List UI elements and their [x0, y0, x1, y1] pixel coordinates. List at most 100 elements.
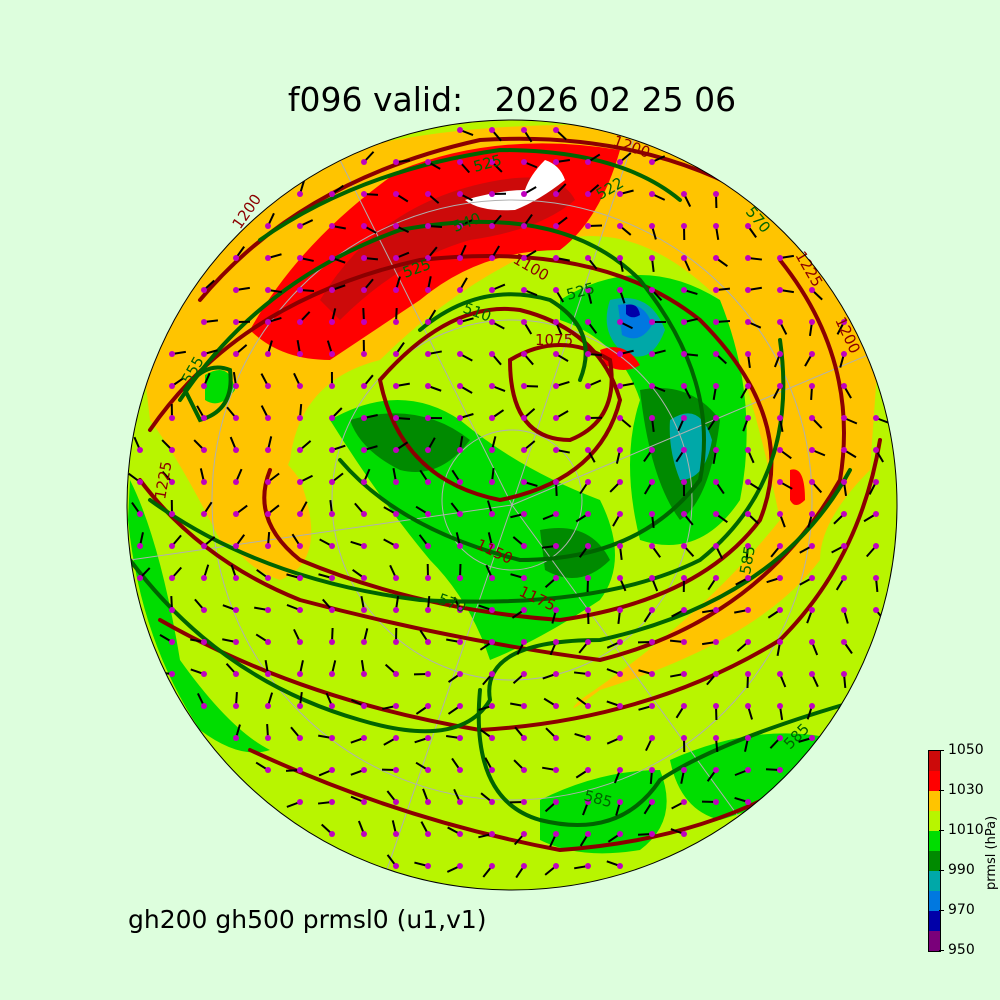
colorbar-segment: [929, 831, 940, 851]
wind-barb-dot: [297, 511, 303, 517]
wind-barb-dot: [393, 671, 399, 677]
wind-barb-dot: [617, 159, 623, 165]
wind-barb-dot: [233, 511, 239, 517]
wind-barb-dot: [521, 767, 527, 773]
wind-barb-dot: [585, 319, 591, 325]
colorbar-segment: [929, 911, 940, 931]
wind-barb-dot: [777, 319, 783, 325]
wind-barb-dot: [617, 479, 623, 485]
wind-barb-dot: [521, 831, 527, 837]
fill-darkgreen: [350, 388, 720, 578]
wind-barb-dot: [489, 607, 495, 613]
colorbar-segment: [929, 751, 940, 771]
wind-barb-dot: [489, 383, 495, 389]
wind-barb-dot: [713, 607, 719, 613]
colorbar-segment: [929, 851, 940, 871]
wind-barb-dot: [649, 575, 655, 581]
wind-barb-dot: [809, 415, 815, 421]
wind-barb-dot: [265, 671, 271, 677]
wind-barb-dot: [617, 607, 623, 613]
wind-barb-dot: [425, 319, 431, 325]
wind-barb-dot: [489, 127, 495, 133]
wind-barb-dot: [297, 479, 303, 485]
wind-barb-dot: [233, 287, 239, 293]
wind-barb-dot: [745, 319, 751, 325]
gh200-contours: [138, 136, 882, 853]
wind-barb-dot: [361, 767, 367, 773]
wind-barb-dot: [201, 671, 207, 677]
wind-barb-dot: [361, 831, 367, 837]
wind-barb-dot: [585, 191, 591, 197]
wind-barb-dot: [361, 351, 367, 357]
wind-barb-dot: [329, 831, 335, 837]
wind-barb-dot: [393, 735, 399, 741]
wind-barb-dot: [233, 639, 239, 645]
wind-barb-dot: [457, 575, 463, 581]
wind-barb-dot: [681, 415, 687, 421]
wind-barb-dot: [521, 415, 527, 421]
wind-barb-dot: [489, 159, 495, 165]
wind-barb-dot: [201, 479, 207, 485]
wind-barb-dot: [809, 287, 815, 293]
wind-barb-dot: [809, 607, 815, 613]
wind-barb-dot: [169, 575, 175, 581]
wind-barb-dot: [617, 223, 623, 229]
wind-barb-dot: [361, 223, 367, 229]
wind-barb-dot: [841, 447, 847, 453]
wind-barb-dot: [649, 415, 655, 421]
wind-barb-dot: [745, 447, 751, 453]
wind-barb-dot: [681, 799, 687, 805]
wind-barb-dot: [681, 831, 687, 837]
wind-barb-dot: [681, 735, 687, 741]
wind-barb-dot: [329, 447, 335, 453]
wind-barb-dot: [553, 287, 559, 293]
wind-barb-dot: [585, 223, 591, 229]
wind-barb-dot: [489, 575, 495, 581]
wind-barb-dot: [617, 703, 623, 709]
wind-barb-dot: [617, 831, 623, 837]
wind-barb-dot: [329, 479, 335, 485]
wind-barb-dot: [297, 415, 303, 421]
wind-barb-dot: [745, 415, 751, 421]
wind-barb-dot: [713, 671, 719, 677]
wind-barb-dot: [873, 511, 879, 517]
wind-barb-dot: [681, 287, 687, 293]
wind-barb-dot: [713, 447, 719, 453]
wind-barb-dot: [713, 351, 719, 357]
wind-barb-dot: [489, 671, 495, 677]
wind-barb-dot: [649, 383, 655, 389]
wind-barb-dot: [329, 415, 335, 421]
colorbar-tick: 1030: [939, 782, 984, 798]
wind-barb-dot: [393, 863, 399, 869]
map-title: f096 valid: 2026 02 25 06: [287, 80, 737, 119]
wind-barb-dot: [777, 639, 783, 645]
wind-barb-dot: [329, 351, 335, 357]
wind-barb-dot: [425, 767, 431, 773]
wind-barb-dot: [521, 287, 527, 293]
wind-barb-dot: [841, 671, 847, 677]
wind-barb-dot: [521, 703, 527, 709]
colorbar-segment: [929, 891, 940, 911]
wind-barb-dot: [201, 287, 207, 293]
wind-barb-dot: [649, 191, 655, 197]
wind-barb-dot: [745, 639, 751, 645]
wind-barb-dot: [617, 863, 623, 869]
wind-barb-dot: [361, 703, 367, 709]
wind-barb-dot: [617, 351, 623, 357]
wind-barb-dot: [553, 511, 559, 517]
wind-barb-dot: [777, 767, 783, 773]
wind-barb-dot: [457, 703, 463, 709]
wind-barb-dot: [873, 607, 879, 613]
wind-barb-dot: [169, 639, 175, 645]
wind-barb-dot: [457, 735, 463, 741]
wind-barb-dot: [233, 735, 239, 741]
colorbar: [928, 750, 941, 952]
wind-barb-dot: [681, 575, 687, 581]
wind-barb-dot: [521, 159, 527, 165]
wind-barb-dot: [297, 351, 303, 357]
colorbar-tick: 1010: [939, 822, 984, 838]
wind-barb-dot: [265, 287, 271, 293]
wind-barb-dot: [457, 223, 463, 229]
wind-barb-dot: [713, 735, 719, 741]
wind-barb-dot: [393, 351, 399, 357]
